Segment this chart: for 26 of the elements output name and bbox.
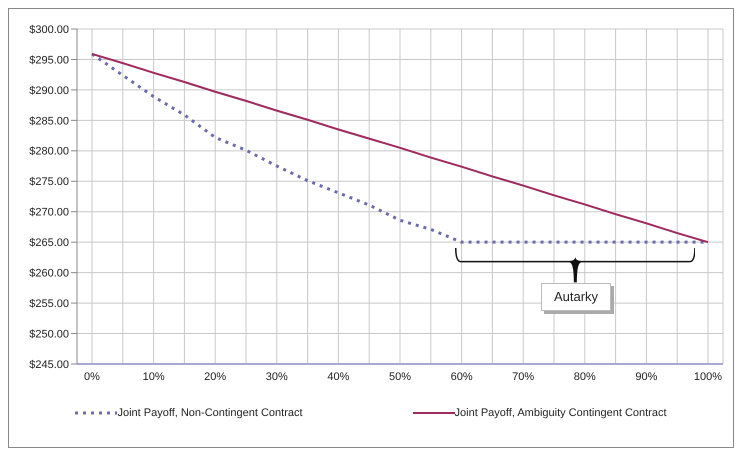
x-tick-label: 0%: [84, 370, 100, 383]
x-tick-label: 40%: [327, 370, 350, 383]
x-tick-label: 100%: [694, 370, 722, 383]
x-tick-label: 70%: [512, 370, 534, 383]
y-tick-label: $290.00: [29, 84, 69, 97]
y-tick-label: $250.00: [29, 328, 69, 340]
y-tick-label: $300.00: [29, 24, 69, 36]
x-tick-label: 20%: [204, 370, 226, 383]
y-tick-label: $270.00: [29, 206, 69, 219]
legend-label: Joint Payoff, Ambiguity Contingent Contract: [454, 407, 667, 419]
y-tick-label: $285.00: [29, 115, 69, 128]
y-tick-label: $265.00: [29, 237, 69, 250]
y-tick-label: $275.00: [29, 176, 69, 188]
y-tick-label: $245.00: [29, 358, 69, 371]
x-tick-label: 80%: [574, 370, 596, 383]
x-tick-label: 10%: [142, 370, 165, 383]
y-tick-label: $280.00: [29, 146, 69, 158]
y-tick-label: $255.00: [29, 298, 69, 310]
legend-label: Joint Payoff, Non-Contingent Contract: [117, 407, 303, 419]
x-tick-label: 50%: [388, 370, 412, 383]
x-tick-label: 60%: [450, 370, 473, 383]
x-tick-label: 30%: [266, 370, 288, 383]
x-tick-label: 90%: [635, 370, 658, 383]
annotation: Autarky: [541, 282, 611, 311]
y-tick-label: $260.00: [29, 268, 69, 280]
y-tick-label: $295.00: [29, 54, 69, 66]
